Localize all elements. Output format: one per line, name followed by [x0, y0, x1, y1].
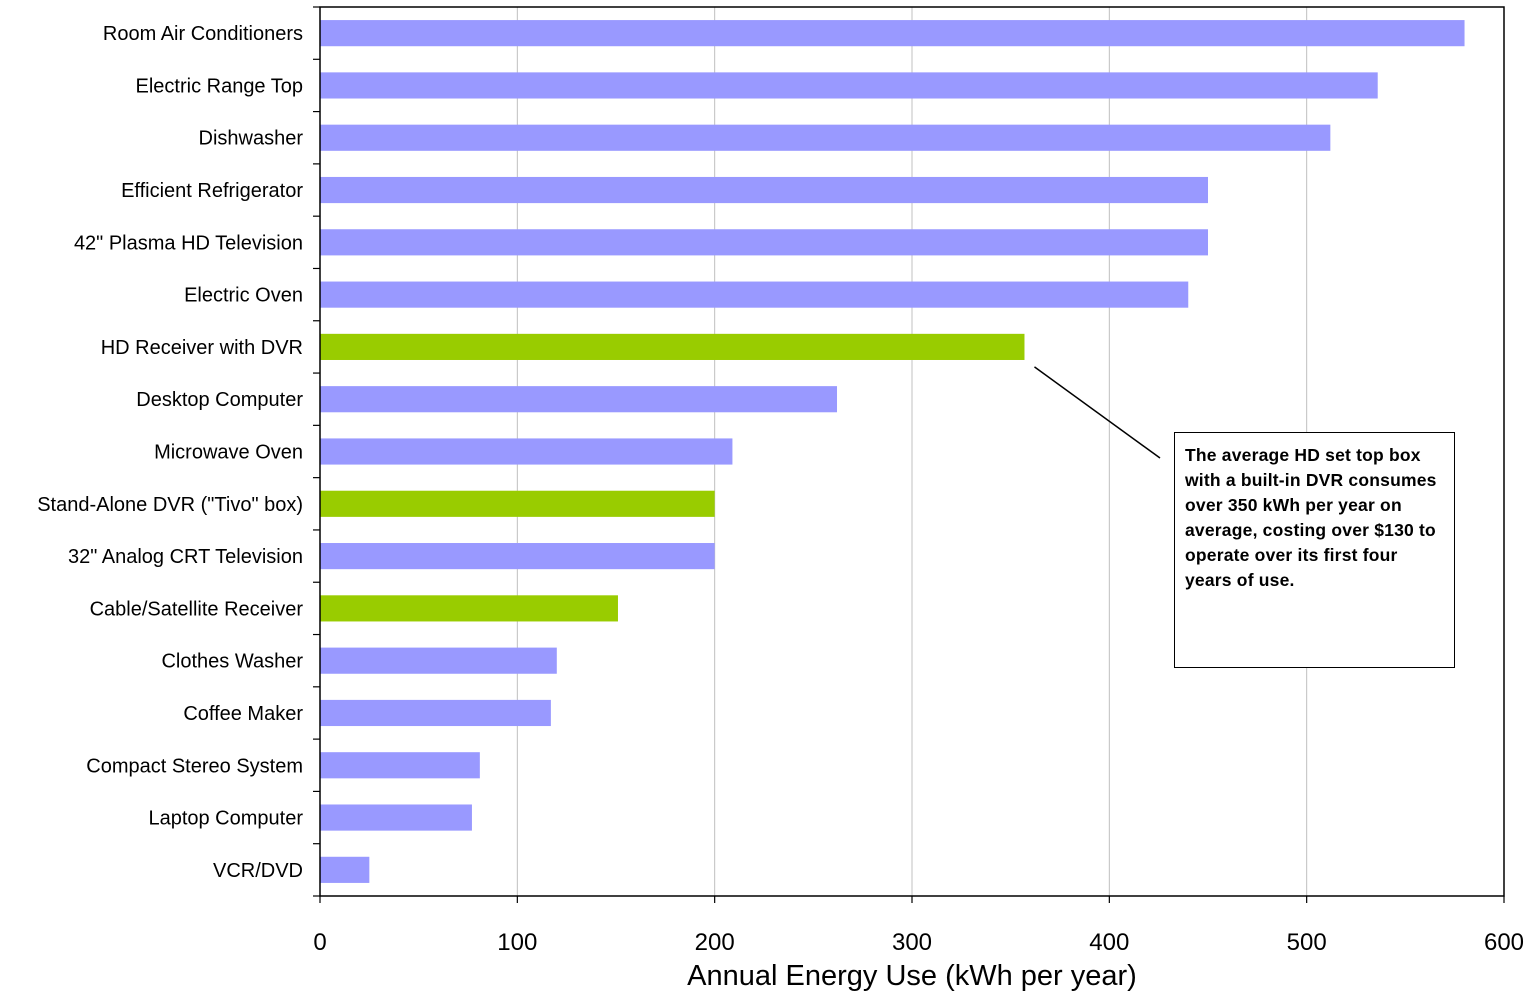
category-label: Coffee Maker [183, 703, 303, 725]
bar [320, 647, 557, 674]
bar [320, 543, 715, 570]
category-label: Electric Oven [184, 285, 303, 307]
category-label: Desktop Computer [136, 389, 303, 411]
bars [320, 20, 1465, 883]
bar [320, 333, 1025, 360]
x-tick-label: 200 [695, 929, 735, 956]
category-label: Stand-Alone DVR ("Tivo" box) [37, 494, 303, 516]
x-tick-labels: 0 100 200 300 400 500 600 [313, 929, 1524, 956]
category-label: Electric Range Top [136, 75, 304, 97]
x-tick-label: 400 [1089, 929, 1129, 956]
annotation-box: The average HD set top box with a built-… [1174, 432, 1455, 668]
category-label: Room Air Conditioners [103, 23, 303, 45]
bar [320, 699, 551, 727]
category-label: Compact Stereo System [86, 755, 303, 777]
bar [320, 438, 733, 465]
plot-frame [319, 6, 1505, 897]
x-tick-label: 300 [892, 929, 932, 956]
category-label: Efficient Refrigerator [121, 180, 303, 202]
bar [320, 281, 1189, 308]
bar [320, 804, 472, 831]
category-label: Dishwasher [199, 128, 304, 150]
bar [320, 490, 715, 517]
category-labels: Room Air Conditioners Electric Range Top D… [37, 23, 303, 882]
annotation-leader-line [1034, 366, 1161, 459]
category-label: Microwave Oven [154, 442, 303, 464]
bar [320, 752, 480, 779]
bar [320, 124, 1331, 151]
bar [320, 595, 618, 622]
bar [320, 20, 1465, 47]
bar [320, 176, 1208, 204]
category-label: Clothes Washer [161, 651, 303, 673]
category-label: VCR/DVD [213, 860, 303, 882]
x-tick-label: 600 [1484, 929, 1524, 956]
bar [320, 386, 838, 413]
category-label: HD Receiver with DVR [101, 337, 303, 359]
category-label: Cable/Satellite Receiver [90, 598, 304, 620]
category-label: 42" Plasma HD Television [74, 232, 303, 254]
category-label: 32" Analog CRT Television [68, 546, 303, 568]
axes [313, 6, 1505, 903]
x-axis-title: Annual Energy Use (kWh per year) [687, 960, 1137, 992]
category-label: Laptop Computer [148, 808, 303, 830]
x-tick-label: 100 [497, 929, 537, 956]
bar [320, 856, 370, 883]
bar [320, 229, 1208, 256]
annotation-text: The average HD set top box with a built-… [1185, 445, 1437, 590]
x-tick-label: 500 [1287, 929, 1327, 956]
bar [320, 72, 1378, 99]
x-tick-label: 0 [313, 929, 326, 956]
